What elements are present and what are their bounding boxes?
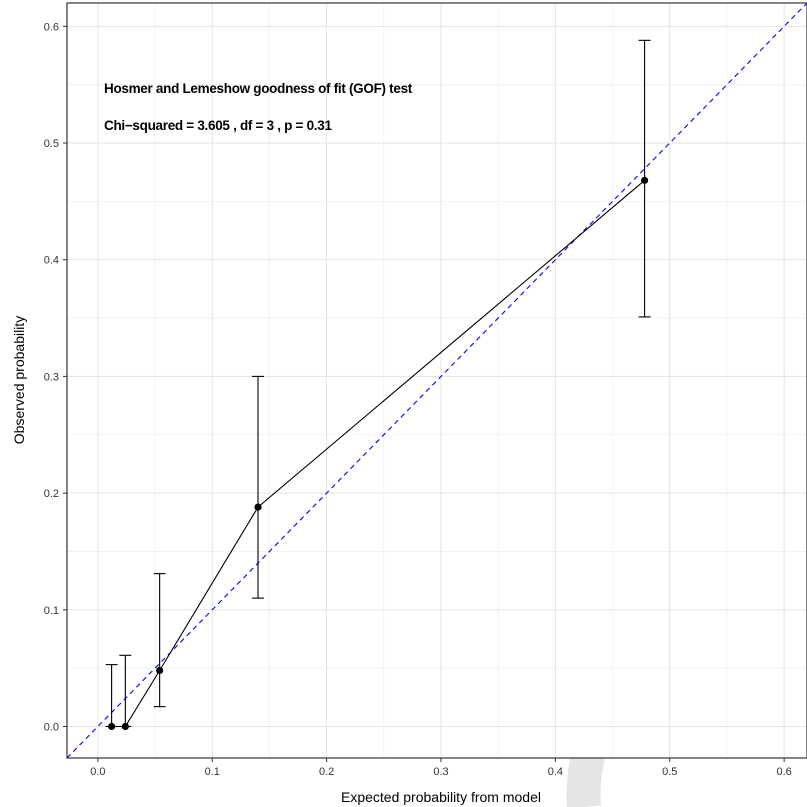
- x-tick-label: 0.5: [662, 766, 677, 778]
- y-tick-label: 0.4: [44, 255, 59, 267]
- y-tick-label: 0.3: [44, 371, 59, 383]
- x-axis-title: Expected probability from model: [341, 789, 541, 805]
- data-point: [121, 722, 129, 731]
- x-tick-label: 0.3: [433, 766, 448, 778]
- y-axis-title: Observed probability: [11, 316, 27, 444]
- x-tick-label: 0.1: [205, 766, 220, 778]
- plot-area: [66, 2, 807, 759]
- annotation-stats: Chi−squared = 3.605 , df = 3 , p = 0.31: [104, 118, 332, 133]
- data-point: [156, 666, 164, 675]
- x-tick-label: 0.6: [776, 766, 791, 778]
- data-point: [254, 503, 262, 511]
- y-axis: 0.0 0.1 0.2 0.3 0.4 0.5 0.6: [44, 21, 67, 733]
- y-tick-label: 0.0: [44, 721, 59, 733]
- x-axis: 0.0 0.1 0.2 0.3 0.4 0.5 0.6: [90, 758, 792, 778]
- x-tick-label: 0.4: [548, 766, 563, 778]
- x-tick-label: 0.0: [90, 766, 105, 778]
- y-tick-label: 0.5: [44, 138, 59, 150]
- plot-panel: [67, 3, 807, 758]
- x-tick-label: 0.2: [319, 766, 334, 778]
- y-tick-label: 0.1: [44, 605, 59, 617]
- data-point: [108, 722, 116, 731]
- y-tick-label: 0.6: [44, 21, 59, 33]
- data-series: [108, 176, 649, 731]
- y-tick-label: 0.2: [44, 488, 59, 500]
- grid: [67, 3, 807, 758]
- annotation-title: Hosmer and Lemeshow goodness of fit (GOF…: [104, 81, 413, 96]
- data-point: [640, 176, 649, 184]
- plot-border: [66, 2, 807, 759]
